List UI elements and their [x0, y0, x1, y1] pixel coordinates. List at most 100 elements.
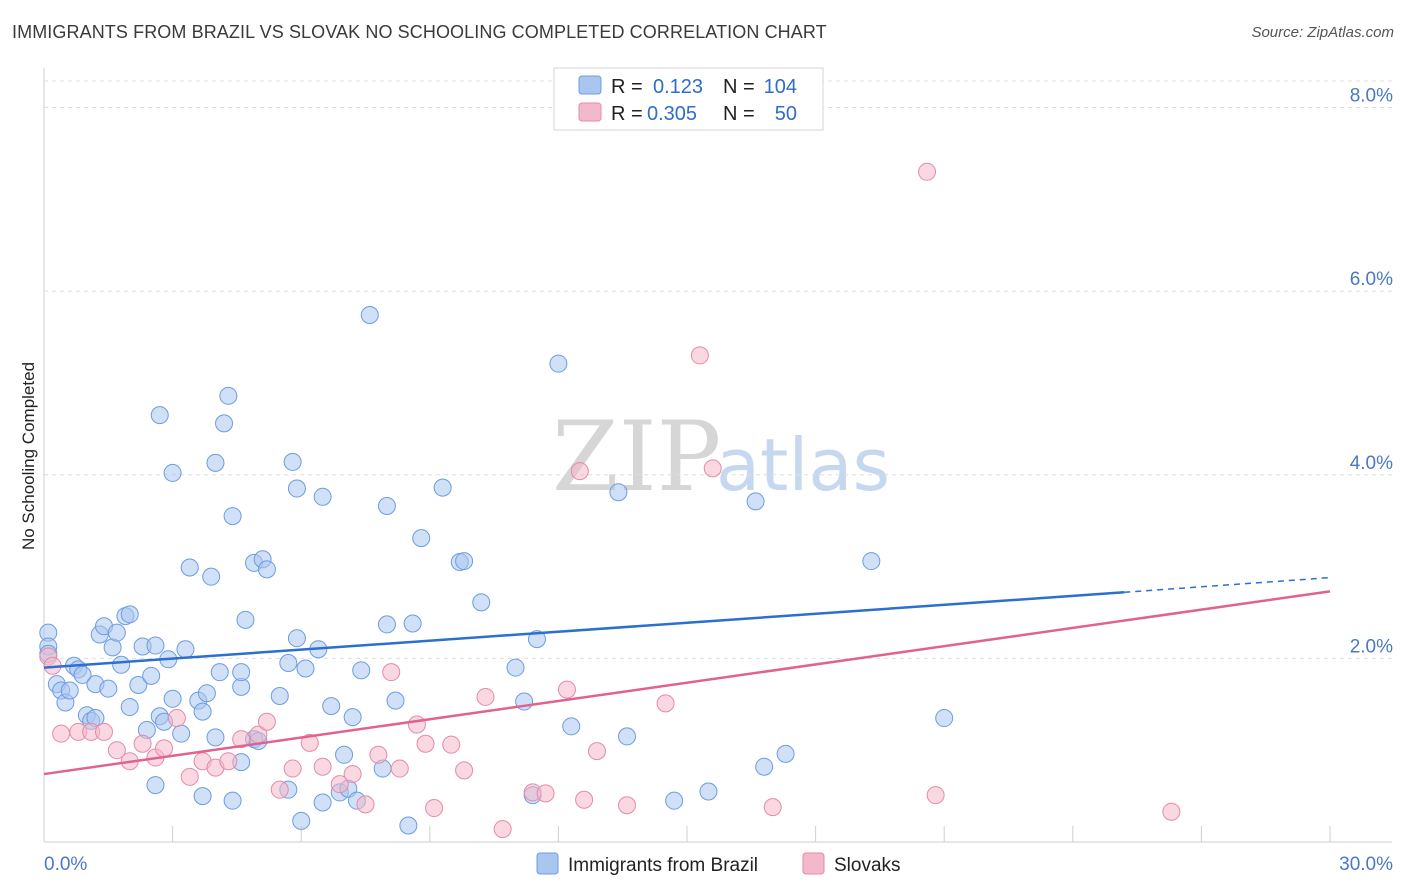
point-slovak [155, 739, 174, 758]
point-slovak [425, 799, 444, 818]
trend-lines [43, 576, 1331, 776]
point-slovak [416, 734, 435, 753]
legend-n-value-brazil: 104 [764, 76, 797, 98]
point-brazil [257, 560, 276, 579]
point-slovak [95, 722, 114, 741]
point-brazil [562, 717, 581, 736]
legend-swatch-brazil [578, 75, 602, 95]
point-brazil [146, 636, 165, 655]
point-slovak [763, 798, 782, 817]
point-slovak [270, 780, 289, 799]
bottom-legend-swatch-brazil [536, 852, 559, 875]
x-axis-ticks [172, 826, 1331, 842]
point-brazil [313, 793, 332, 812]
point-slovak [918, 162, 937, 181]
point-brazil [193, 702, 212, 721]
point-brazil [223, 507, 242, 526]
point-brazil [746, 492, 765, 511]
point-slovak [283, 759, 302, 778]
point-brazil [215, 414, 234, 433]
gridlines [44, 80, 1392, 659]
point-brazil [549, 354, 568, 373]
point-brazil [360, 306, 379, 325]
source-credit: Source: ZipAtlas.com [1251, 24, 1394, 41]
point-slovak [587, 742, 606, 761]
point-slovak [107, 741, 126, 760]
point-slovak [442, 735, 461, 754]
bottom-legend-swatch-slovak [802, 852, 825, 875]
point-brazil [206, 728, 225, 747]
point-brazil [412, 529, 431, 548]
y-axis-tick-labels: 2.0% 4.0% 6.0% 8.0% [1350, 86, 1393, 658]
point-brazil [296, 659, 315, 678]
legend-r-label-slovak: R = [611, 103, 643, 125]
legend-r-value-brazil: 0.123 [653, 76, 703, 98]
point-slovak [617, 796, 636, 815]
point-brazil [223, 791, 242, 810]
point-brazil [163, 689, 182, 708]
point-slovak [690, 346, 709, 365]
point-brazil [279, 653, 298, 672]
point-slovak [382, 663, 401, 682]
point-brazil [270, 687, 289, 706]
point-brazil [386, 691, 405, 710]
point-brazil [352, 661, 371, 680]
point-brazil [202, 567, 221, 586]
point-brazil [287, 479, 306, 498]
point-brazil [60, 681, 79, 700]
y-tick-label: 2.0% [1350, 636, 1393, 657]
point-brazil [433, 478, 452, 497]
bottom-legend-label-slovak: Slovaks [834, 855, 901, 876]
x-tick-label-min: 0.0% [44, 854, 87, 875]
point-slovak [369, 745, 388, 764]
point-slovak [219, 752, 238, 771]
point-brazil [73, 665, 92, 684]
bottom-legend-label-brazil: Immigrants from Brazil [568, 855, 758, 876]
point-brazil [403, 614, 422, 633]
point-brazil [399, 816, 418, 835]
trend-line-brazil [43, 591, 1125, 669]
point-slovak [133, 734, 152, 753]
point-slovak [232, 730, 251, 749]
point-brazil [287, 629, 306, 648]
series-brazil-points [39, 306, 954, 835]
point-slovak [180, 767, 199, 786]
point-brazil [377, 496, 396, 515]
legend-swatch-slovak [578, 102, 602, 122]
point-slovak [52, 724, 71, 743]
point-slovak [536, 784, 555, 803]
point-slovak [703, 459, 722, 478]
legend-r-value-slovak: 0.305 [647, 103, 697, 125]
point-brazil [180, 558, 199, 577]
point-brazil [609, 483, 628, 502]
point-brazil [219, 386, 238, 405]
point-brazil [197, 684, 216, 703]
point-brazil [112, 655, 131, 674]
point-brazil [150, 406, 169, 425]
point-brazil [935, 709, 954, 728]
point-brazil [232, 663, 251, 682]
point-brazil [107, 623, 126, 642]
point-brazil [506, 658, 525, 677]
point-slovak [407, 715, 426, 734]
point-brazil [146, 776, 165, 795]
y-axis-label: No Schooling Completed [19, 362, 38, 550]
point-slovak [493, 820, 512, 839]
point-slovak [300, 733, 319, 752]
point-brazil [236, 610, 255, 629]
point-slovak [257, 712, 276, 731]
point-brazil [617, 727, 636, 746]
point-slovak [330, 775, 349, 794]
point-slovak [570, 462, 589, 481]
point-slovak [656, 694, 675, 713]
trend-line-brazil-extension [1124, 576, 1331, 594]
legend: R = 0.123 N = 104 R = 0.305 N = 50 [553, 67, 824, 131]
y-tick-label: 6.0% [1350, 269, 1393, 290]
watermark-zip: ZIP [552, 401, 721, 513]
point-brazil [343, 708, 362, 727]
point-slovak [167, 709, 186, 728]
point-brazil [210, 663, 229, 682]
point-brazil [120, 698, 139, 717]
y-tick-label: 8.0% [1350, 86, 1393, 107]
point-brazil [455, 552, 474, 571]
